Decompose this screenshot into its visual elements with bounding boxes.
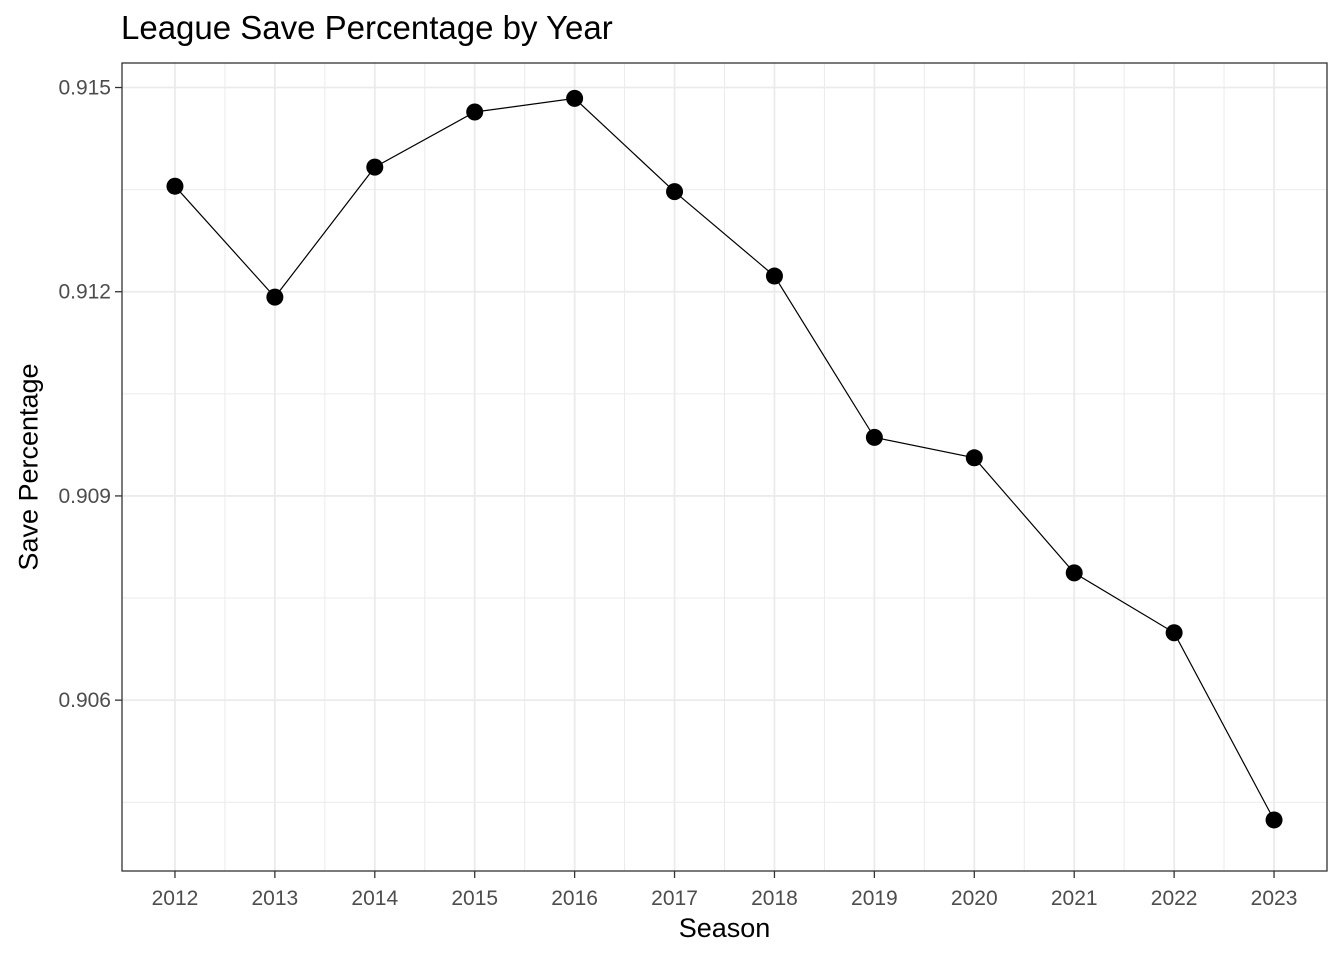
x-tick-label: 2023 — [1251, 887, 1298, 910]
data-point — [566, 89, 584, 107]
y-tick-label: 0.915 — [58, 77, 111, 100]
axis-ticks — [115, 86, 1275, 878]
data-point — [1165, 624, 1183, 642]
x-tick-label: 2018 — [751, 887, 798, 910]
x-tick-label: 2013 — [252, 887, 299, 910]
x-tick-label: 2016 — [551, 887, 598, 910]
data-point — [366, 158, 384, 176]
series-layer — [166, 89, 1283, 829]
data-point — [466, 103, 484, 121]
x-tick-label: 2014 — [351, 887, 398, 910]
data-point — [666, 183, 684, 201]
y-tick-label: 0.912 — [58, 281, 111, 304]
x-axis-title: Season — [678, 913, 771, 943]
data-point — [865, 428, 883, 446]
axis-tick-labels: 2012 2013 2014 2015 2016 2017 2018 2019 2020 2021… — [58, 77, 1297, 910]
grid-major — [122, 63, 1327, 871]
data-point — [166, 177, 184, 195]
y-tick-label: 0.909 — [58, 485, 111, 508]
data-point — [765, 267, 783, 285]
x-tick-label: 2015 — [451, 887, 498, 910]
x-tick-label: 2019 — [851, 887, 898, 910]
chart-title: League Save Percentage by Year — [121, 9, 613, 46]
panel-border — [121, 62, 1328, 872]
data-point — [965, 449, 983, 467]
data-point — [266, 288, 284, 306]
x-tick-label: 2012 — [152, 887, 199, 910]
grid-minor — [122, 63, 1327, 871]
y-tick-label: 0.906 — [58, 689, 111, 712]
data-point — [1065, 564, 1083, 582]
x-tick-label: 2021 — [1051, 887, 1098, 910]
x-tick-label: 2020 — [951, 887, 998, 910]
x-tick-label: 2017 — [651, 887, 698, 910]
series-line — [174, 97, 1275, 821]
data-point — [1265, 811, 1283, 829]
x-tick-label: 2022 — [1151, 887, 1198, 910]
